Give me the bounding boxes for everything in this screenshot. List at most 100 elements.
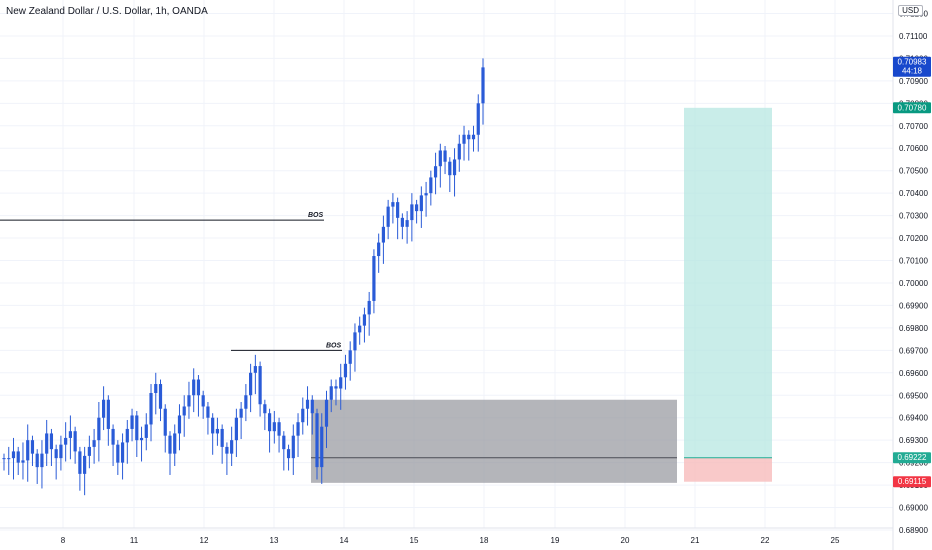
candle-body: [7, 458, 11, 460]
candle: [267, 408, 272, 453]
candle-body: [419, 195, 423, 212]
candle: [215, 417, 220, 446]
candle: [49, 428, 54, 466]
candle-body: [111, 428, 115, 445]
bos-label: BOS: [326, 342, 342, 349]
candle: [272, 410, 276, 444]
candle: [135, 410, 139, 458]
y-tick-label: 0.69300: [899, 436, 928, 445]
candle-body: [277, 422, 281, 436]
candle-body: [158, 384, 163, 409]
candle-body: [405, 220, 409, 227]
candle-body: [267, 413, 272, 432]
chart-title: New Zealand Dollar / U.S. Dollar, 1h, OA…: [6, 6, 208, 17]
candle: [163, 404, 167, 453]
candle: [391, 193, 395, 224]
candle-body: [320, 426, 324, 468]
candle: [258, 361, 262, 417]
candle-body: [258, 366, 262, 405]
candle-body: [443, 150, 447, 162]
candle: [471, 125, 476, 152]
candle: [277, 417, 281, 453]
x-tick-label: 14: [340, 536, 349, 545]
candle: [111, 424, 115, 466]
x-tick-label: 22: [761, 536, 770, 545]
x-tick-label: 11: [130, 536, 139, 545]
candle-body: [30, 440, 35, 454]
candle-body: [381, 226, 386, 243]
order-block-zone: [311, 399, 677, 483]
candle: [419, 186, 423, 228]
candle-body: [329, 386, 333, 400]
candle-body: [35, 453, 39, 468]
candle-body: [367, 300, 371, 315]
candle-body: [315, 413, 319, 468]
candle-body: [45, 433, 49, 454]
candle-body: [386, 206, 390, 227]
candle: [21, 442, 25, 480]
price-axis-label: 0.69115: [898, 477, 927, 486]
candle: [263, 399, 267, 431]
candle: [187, 381, 191, 419]
candle: [120, 433, 125, 480]
candle-body: [230, 440, 234, 454]
candle: [144, 413, 148, 451]
y-tick-label: 0.69600: [899, 369, 928, 378]
candle: [429, 170, 433, 206]
candle: [348, 341, 352, 381]
candle-body: [253, 366, 257, 373]
candle-body: [424, 193, 428, 196]
candle: [362, 307, 367, 343]
y-tick-label: 0.69800: [899, 324, 928, 333]
candle-body: [225, 446, 229, 454]
candle-body: [2, 458, 6, 460]
candle: [64, 422, 68, 462]
candle-body: [244, 395, 248, 409]
price-axis-label-bg: [893, 102, 931, 114]
candle-body: [457, 143, 461, 160]
candle: [2, 453, 6, 471]
currency-button[interactable]: USD: [898, 5, 923, 16]
candle-body: [125, 428, 129, 443]
candle: [68, 415, 72, 460]
candle: [201, 390, 205, 419]
candle-body: [78, 451, 82, 474]
candle-body: [296, 422, 300, 436]
x-tick-label: 15: [410, 536, 419, 545]
candle: [343, 354, 348, 390]
bos-label: BOS: [308, 212, 324, 219]
price-axis-label-bg: [893, 476, 931, 488]
candle-body: [353, 332, 357, 351]
countdown-label: 44:18: [902, 67, 923, 76]
candle: [192, 368, 196, 413]
candle-body: [97, 417, 101, 441]
candle: [101, 386, 106, 431]
candle: [286, 444, 291, 471]
candle: [339, 363, 343, 410]
candle-body: [377, 242, 381, 257]
candle-body: [106, 399, 110, 429]
candle: [353, 323, 357, 372]
candle: [40, 440, 44, 489]
candle: [26, 424, 30, 482]
candle: [377, 233, 381, 273]
candle: [296, 413, 300, 458]
candle-body: [220, 428, 224, 447]
candle-body: [339, 377, 343, 389]
y-tick-label: 0.70700: [899, 122, 928, 131]
candle: [476, 94, 480, 152]
candle-body: [206, 406, 210, 418]
candle-body: [343, 363, 348, 378]
candle: [367, 291, 371, 336]
candle-body: [234, 417, 238, 441]
candle-body: [149, 393, 153, 425]
candle-body: [462, 134, 466, 144]
candle-body: [324, 399, 329, 427]
candle: [433, 152, 438, 195]
candle-body: [400, 217, 404, 227]
candle: [410, 193, 414, 242]
price-axis-label: 0.70983: [898, 58, 927, 67]
x-tick-label: 25: [831, 536, 840, 545]
candle-body: [391, 202, 395, 207]
